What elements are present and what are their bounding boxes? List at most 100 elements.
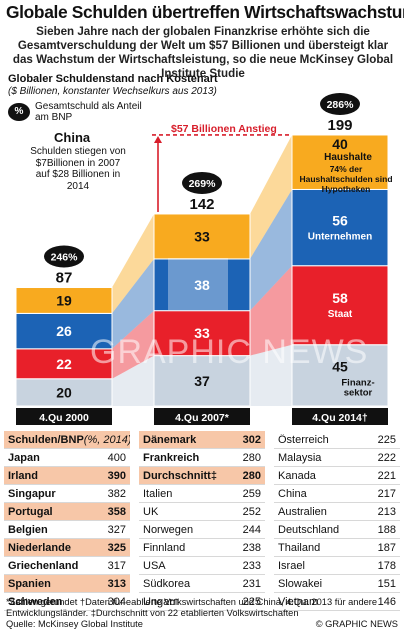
debt-gdp-value: 280 bbox=[242, 469, 261, 482]
pct-gdp-badge bbox=[44, 245, 84, 268]
country-name: Niederlande bbox=[8, 541, 71, 554]
debt-gdp-value: 259 bbox=[242, 487, 261, 500]
watermark: GRAPHIC NEWS bbox=[90, 333, 369, 371]
country-name: China bbox=[278, 487, 307, 500]
value-label: 56 bbox=[332, 213, 348, 229]
debt-gdp-value: 146 bbox=[377, 595, 396, 608]
debt-gdp-value: 252 bbox=[242, 505, 261, 518]
band-haushalte-1 bbox=[250, 134, 292, 259]
bar-segment-staat-0 bbox=[15, 348, 113, 380]
country-name: Österreich bbox=[278, 433, 329, 446]
table-row: Japan 400 bbox=[4, 449, 130, 467]
china-note: Schulden stiegen von $7Billionen in 2007… bbox=[30, 142, 126, 210]
table-row: Österreich 225 bbox=[274, 431, 400, 449]
debt-gdp-value: 317 bbox=[107, 559, 126, 572]
value-label: 33 bbox=[194, 325, 210, 341]
country-name: Belgien bbox=[8, 523, 48, 536]
table-row: Norwegen 244 bbox=[139, 521, 265, 539]
band-unternehmen-1 bbox=[250, 189, 292, 311]
value-label: 37 bbox=[194, 373, 210, 389]
total-label: 199 bbox=[327, 117, 352, 134]
table-row: Schweden 304 bbox=[4, 593, 130, 611]
increase-arrow-head bbox=[154, 135, 162, 143]
table-row: Israel 178 bbox=[274, 557, 400, 575]
table-row: Niederlande 325 bbox=[4, 539, 130, 557]
table-row: Dänemark 302 bbox=[139, 431, 265, 449]
table-row: Finnland 238 bbox=[139, 539, 265, 557]
table-column-2: Dänemark 302 Frankreich 280 Durchschnitt‡ 280… bbox=[139, 431, 265, 611]
debt-gdp-value: 327 bbox=[107, 523, 126, 536]
value-label: 40 bbox=[332, 136, 348, 152]
bar-segment-staat-2 bbox=[291, 265, 389, 346]
category-label: 4.Qu 2007* bbox=[175, 412, 230, 424]
segment-name-label: Unternehmen bbox=[308, 232, 372, 243]
debt-gdp-value: 390 bbox=[107, 469, 126, 482]
debt-gdp-value: 313 bbox=[107, 577, 126, 590]
table-row: Irland 390 bbox=[4, 467, 130, 485]
table-row: Spanien 313 bbox=[4, 575, 130, 593]
debt-gdp-value: 233 bbox=[242, 559, 261, 572]
country-name: Portugal bbox=[8, 505, 53, 518]
table-row: Kanada 221 bbox=[274, 467, 400, 485]
debt-gdp-value: 304 bbox=[107, 595, 126, 608]
table-row: Italien 259 bbox=[139, 485, 265, 503]
country-name: USA bbox=[143, 559, 166, 572]
table-column-1: Schulden/BNP(%, 2014) Japan 400 Irland 390 S… bbox=[4, 431, 130, 611]
debt-chart: 20 22 26 19 4.Qu 2000 87 246% 37 33 38 33 4.Qu 2007… bbox=[15, 92, 393, 425]
chart-title: Globaler Schuldenstand nach Kostenart bbox=[8, 73, 218, 85]
country-name: Dänemark bbox=[143, 433, 197, 446]
credit: © GRAPHIC NEWS bbox=[315, 619, 398, 629]
table-row: China 217 bbox=[274, 485, 400, 503]
debt-gdp-value: 325 bbox=[107, 541, 126, 554]
country-name: Irland bbox=[8, 469, 38, 482]
country-name: Kanada bbox=[278, 469, 316, 482]
pct-gdp-badge bbox=[182, 171, 222, 194]
table-row: Thailand 187 bbox=[274, 539, 400, 557]
country-name: Thailand bbox=[278, 541, 321, 554]
table-row: Portugal 358 bbox=[4, 503, 130, 521]
country-name: Italien bbox=[143, 487, 173, 500]
category-label-bg bbox=[154, 408, 250, 425]
china-note-title: China bbox=[50, 130, 95, 145]
category-label: 4.Qu 2000 bbox=[39, 412, 89, 424]
segment-name-label: sektor bbox=[344, 387, 373, 398]
table-header: Schulden/BNP(%, 2014) bbox=[4, 431, 130, 449]
category-label-bg bbox=[16, 408, 112, 425]
increase-annotation: $57 Billionen Anstieg bbox=[171, 123, 277, 135]
country-name: Durchschnitt‡ bbox=[143, 469, 217, 482]
legend-text: Gesamtschuld als Anteil am BNP bbox=[35, 101, 142, 123]
haushalte-note-line: Haushaltschulden sind bbox=[299, 174, 392, 184]
gn-logo-watermark bbox=[168, 258, 228, 310]
pct-gdp-badge bbox=[320, 92, 360, 115]
haushalte-note-line: Hypotheken bbox=[322, 184, 371, 194]
band-haushalte-0 bbox=[112, 213, 154, 314]
table-header-unit: (%, 2014) bbox=[83, 433, 130, 446]
debt-gdp-value: 187 bbox=[377, 541, 396, 554]
pct-gdp-label: 269% bbox=[189, 178, 217, 190]
table-row: USA 233 bbox=[139, 557, 265, 575]
bar-segment-haushalte-1 bbox=[153, 213, 251, 260]
country-name: Schweden bbox=[8, 595, 63, 608]
total-label: 142 bbox=[189, 196, 214, 213]
debt-gdp-value: 178 bbox=[377, 559, 396, 572]
band-finanzsektor-0 bbox=[112, 355, 154, 406]
country-name: Frankreich bbox=[143, 451, 200, 464]
debt-gdp-value: 222 bbox=[377, 451, 396, 464]
table-row: Australien 213 bbox=[274, 503, 400, 521]
band-finanzsektor-1 bbox=[250, 344, 292, 406]
band-staat-0 bbox=[112, 310, 154, 379]
country-name: Israel bbox=[278, 559, 305, 572]
country-name: Finnland bbox=[143, 541, 186, 554]
country-name: UK bbox=[143, 505, 159, 518]
debt-gdp-value: 151 bbox=[377, 577, 396, 590]
country-name: Japan bbox=[8, 451, 40, 464]
table-row: Durchschnitt‡ 280 bbox=[139, 467, 265, 485]
country-name: Ungarn bbox=[143, 595, 180, 608]
debt-gdp-value: 213 bbox=[377, 505, 396, 518]
page-title: Globale Schulden übertreffen Wirtschafts… bbox=[6, 2, 404, 22]
haushalte-note-line: 74% der bbox=[330, 164, 363, 174]
country-name: Deutschland bbox=[278, 523, 340, 536]
table-row: Belgien 327 bbox=[4, 521, 130, 539]
table-row: UK 252 bbox=[139, 503, 265, 521]
value-label: 38 bbox=[194, 277, 210, 293]
